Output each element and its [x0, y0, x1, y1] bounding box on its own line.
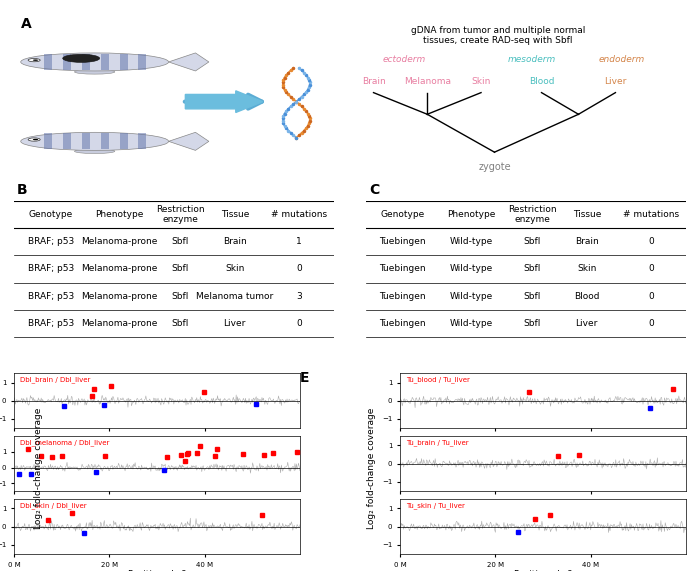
Text: SbfI: SbfI — [172, 292, 189, 301]
Text: 0: 0 — [648, 264, 654, 274]
Text: # mutations: # mutations — [623, 210, 679, 219]
Text: Tuebingen: Tuebingen — [379, 237, 426, 246]
Text: Skin: Skin — [225, 264, 244, 274]
Text: Tuebingen: Tuebingen — [379, 292, 426, 301]
Text: 3: 3 — [296, 292, 302, 301]
Text: Tu_blood / Tu_liver: Tu_blood / Tu_liver — [406, 376, 470, 383]
Text: Tu_skin / Tu_liver: Tu_skin / Tu_liver — [406, 502, 465, 509]
Text: 0: 0 — [648, 292, 654, 301]
Text: BRAF; p53: BRAF; p53 — [28, 292, 74, 301]
Text: A: A — [21, 17, 32, 31]
Text: Wild-type: Wild-type — [450, 237, 494, 246]
Text: Brain: Brain — [223, 237, 246, 246]
X-axis label: Position chr6: Position chr6 — [128, 570, 186, 571]
Bar — [120, 133, 127, 150]
Text: zygote: zygote — [478, 162, 511, 172]
Ellipse shape — [28, 138, 40, 141]
Text: Wild-type: Wild-type — [450, 292, 494, 301]
Text: C: C — [369, 183, 379, 198]
Text: Dbl_brain / Dbl_liver: Dbl_brain / Dbl_liver — [20, 376, 90, 383]
Text: endoderm: endoderm — [599, 55, 645, 64]
Text: mesoderm: mesoderm — [508, 55, 556, 64]
Text: Wild-type: Wild-type — [450, 319, 494, 328]
Text: 0: 0 — [648, 237, 654, 246]
Text: Phenotype: Phenotype — [447, 210, 496, 219]
Text: SbfI: SbfI — [524, 264, 541, 274]
Ellipse shape — [74, 70, 115, 74]
Text: Melanoma-prone: Melanoma-prone — [81, 264, 158, 274]
Text: Melanoma-prone: Melanoma-prone — [81, 292, 158, 301]
PathPatch shape — [169, 53, 209, 71]
Text: BRAF; p53: BRAF; p53 — [28, 237, 74, 246]
Text: BRAF; p53: BRAF; p53 — [28, 264, 74, 274]
Text: Restriction
enzyme: Restriction enzyme — [156, 204, 204, 224]
Text: Genotype: Genotype — [381, 210, 425, 219]
Ellipse shape — [63, 54, 99, 62]
Ellipse shape — [33, 59, 38, 61]
Text: SbfI: SbfI — [172, 237, 189, 246]
Bar — [44, 54, 52, 70]
Text: Tuebingen: Tuebingen — [379, 264, 426, 274]
Text: 0: 0 — [296, 319, 302, 328]
Text: SbfI: SbfI — [524, 237, 541, 246]
Text: E: E — [300, 371, 309, 385]
Text: Phenotype: Phenotype — [95, 210, 144, 219]
Text: Liver: Liver — [223, 319, 246, 328]
FancyArrow shape — [186, 91, 262, 112]
Bar — [101, 54, 108, 70]
Bar — [44, 133, 52, 150]
Text: Tuebingen: Tuebingen — [379, 319, 426, 328]
Ellipse shape — [21, 132, 169, 150]
Text: Blood: Blood — [528, 77, 554, 86]
Text: Melanoma-prone: Melanoma-prone — [81, 237, 158, 246]
Text: Liver: Liver — [604, 77, 626, 86]
Text: Blood: Blood — [574, 292, 599, 301]
X-axis label: Position chr6: Position chr6 — [514, 570, 572, 571]
Bar — [139, 54, 146, 70]
Text: Brain: Brain — [362, 77, 386, 86]
Ellipse shape — [21, 53, 169, 71]
Bar — [82, 133, 90, 150]
Bar — [63, 54, 71, 70]
Text: Skin: Skin — [577, 264, 596, 274]
Text: SbfI: SbfI — [172, 264, 189, 274]
Text: SbfI: SbfI — [524, 292, 541, 301]
Text: Skin: Skin — [471, 77, 491, 86]
Text: Brain: Brain — [575, 237, 598, 246]
Text: 1: 1 — [296, 237, 302, 246]
Ellipse shape — [74, 149, 115, 154]
Text: B: B — [18, 183, 28, 198]
Text: 0: 0 — [296, 264, 302, 274]
Text: ectoderm: ectoderm — [382, 55, 426, 64]
Text: Restriction
enzyme: Restriction enzyme — [508, 204, 556, 224]
Ellipse shape — [28, 58, 40, 62]
Bar — [101, 133, 108, 150]
Text: Melanoma tumor: Melanoma tumor — [196, 292, 274, 301]
Text: Dbl_skin / Dbl_liver: Dbl_skin / Dbl_liver — [20, 502, 86, 509]
Bar — [139, 133, 146, 150]
Text: # mutations: # mutations — [271, 210, 327, 219]
Text: Melanoma: Melanoma — [404, 77, 451, 86]
PathPatch shape — [169, 132, 209, 150]
Text: Tissue: Tissue — [220, 210, 249, 219]
Text: Dbl_melanoma / Dbl_liver: Dbl_melanoma / Dbl_liver — [20, 439, 109, 446]
Text: SbfI: SbfI — [524, 319, 541, 328]
Text: 0: 0 — [648, 319, 654, 328]
Ellipse shape — [33, 139, 38, 140]
Bar — [63, 133, 71, 150]
Text: Tissue: Tissue — [573, 210, 601, 219]
Bar — [120, 54, 127, 70]
Text: Melanoma-prone: Melanoma-prone — [81, 319, 158, 328]
Text: Genotype: Genotype — [29, 210, 73, 219]
Text: SbfI: SbfI — [172, 319, 189, 328]
Text: Log₂ fold-change coverage: Log₂ fold-change coverage — [34, 408, 43, 529]
Text: Liver: Liver — [575, 319, 598, 328]
Text: Tu_brain / Tu_liver: Tu_brain / Tu_liver — [406, 439, 468, 446]
Text: BRAF; p53: BRAF; p53 — [28, 319, 74, 328]
Text: Log₂ fold-change coverage: Log₂ fold-change coverage — [367, 408, 375, 529]
Text: Wild-type: Wild-type — [450, 264, 494, 274]
Text: gDNA from tumor and multiple normal
tissues, create RAD-seq with SbfI: gDNA from tumor and multiple normal tiss… — [411, 26, 585, 45]
Bar — [82, 54, 90, 70]
